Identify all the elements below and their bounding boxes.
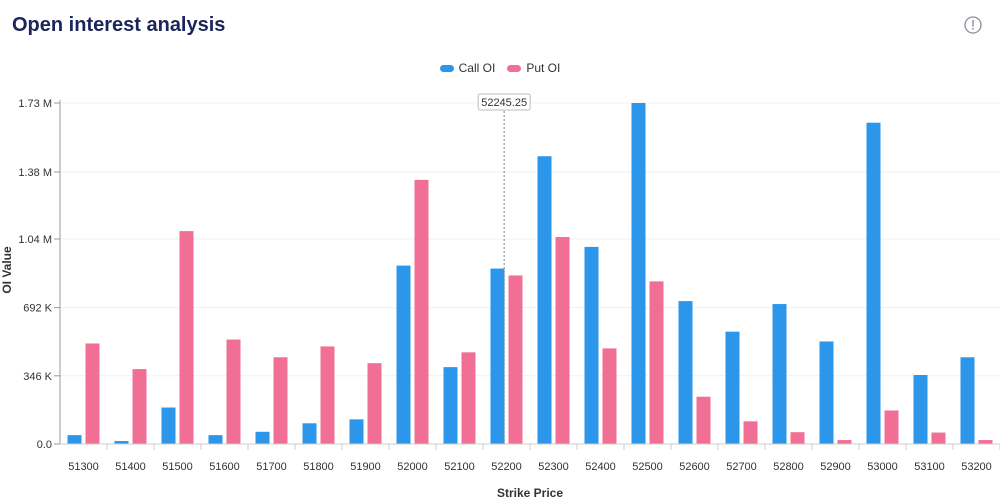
put-oi-bar-52600[interactable] [696, 396, 711, 444]
x-tick-label: 52500 [632, 461, 663, 473]
legend-item-put-oi[interactable]: Put OI [507, 61, 560, 75]
put-oi-bar-51400[interactable] [132, 369, 147, 444]
put-oi-bar-52400[interactable] [602, 348, 617, 444]
x-tick-label: 52000 [397, 461, 428, 473]
put-oi-bar-51800[interactable] [320, 346, 335, 444]
call-oi-bar-51500[interactable] [161, 407, 176, 444]
call-oi-bar-52400[interactable] [584, 246, 599, 444]
info-button[interactable] [964, 16, 982, 34]
put-oi-bar-52900[interactable] [837, 440, 852, 444]
x-tick-label: 52800 [773, 461, 804, 473]
legend-swatch-put [507, 64, 522, 72]
put-oi-bar-51700[interactable] [273, 357, 288, 444]
x-tick-label: 53100 [914, 461, 945, 473]
spot-price-label-box [477, 93, 531, 111]
call-oi-bar-51400[interactable] [114, 441, 129, 444]
x-axis-title: Strike Price [497, 486, 563, 500]
call-oi-bar-53200[interactable] [960, 357, 975, 444]
info-circle-icon [964, 16, 982, 34]
call-oi-bar-51800[interactable] [302, 423, 317, 444]
x-tick-label: 52100 [444, 461, 475, 473]
call-oi-bar-51900[interactable] [349, 419, 364, 444]
x-tick-label: 51500 [162, 461, 193, 473]
legend-item-call-oi[interactable]: Call OI [439, 61, 496, 75]
put-oi-bar-51500[interactable] [179, 231, 194, 444]
y-axis-title: OI Value [0, 246, 14, 294]
x-tick-label: 52600 [679, 461, 710, 473]
put-oi-bar-53100[interactable] [931, 432, 946, 444]
x-tick-label: 51600 [209, 461, 240, 473]
legend-label-call: Call OI [458, 61, 496, 75]
x-tick-label: 52200 [491, 461, 522, 473]
y-tick-label: 692 K [23, 303, 52, 315]
marker-layer: 52245.25 [477, 93, 531, 444]
axis-layer: 0.0 346 K 692 K 1.04 M 1.38 M 1.73 M 51300 5140… [18, 98, 1000, 473]
put-oi-bar-53200[interactable] [978, 440, 993, 444]
x-tick-label: 51300 [68, 461, 99, 473]
x-tick-label: 51900 [350, 461, 381, 473]
x-tick-label: 51800 [303, 461, 334, 473]
y-tick-label: 1.38 M [18, 167, 52, 179]
call-oi-bar-51300[interactable] [67, 435, 82, 444]
call-oi-bar-52100[interactable] [443, 367, 458, 444]
x-tick-label: 52700 [726, 461, 757, 473]
y-tick-label: 0.0 [37, 439, 52, 451]
x-tick-label: 52900 [820, 461, 851, 473]
y-tick-label: 346 K [23, 371, 52, 383]
put-oi-bar-52700[interactable] [743, 421, 758, 444]
y-tick-label: 1.73 M [18, 98, 52, 110]
x-tick-label: 51400 [115, 461, 146, 473]
legend-swatch-call [439, 64, 454, 72]
bars-layer [67, 103, 993, 444]
put-oi-bar-51600[interactable] [226, 339, 241, 444]
call-oi-bar-53000[interactable] [866, 122, 881, 444]
put-oi-bar-52500[interactable] [649, 281, 664, 444]
x-tick-label: 53200 [961, 461, 992, 473]
put-oi-bar-52100[interactable] [461, 352, 476, 444]
call-oi-bar-52600[interactable] [678, 301, 693, 444]
put-oi-bar-51300[interactable] [85, 343, 100, 444]
y-tick-label: 1.04 M [18, 234, 52, 246]
call-oi-bar-51600[interactable] [208, 435, 223, 444]
x-tick-label: 52400 [585, 461, 616, 473]
call-oi-bar-52300[interactable] [537, 156, 552, 444]
legend-label-put: Put OI [526, 61, 561, 75]
call-oi-bar-53100[interactable] [913, 375, 928, 444]
call-oi-bar-52200[interactable] [490, 268, 505, 444]
put-oi-bar-51900[interactable] [367, 363, 382, 444]
put-oi-bar-52800[interactable] [790, 432, 805, 444]
call-oi-bar-52500[interactable] [631, 103, 646, 444]
call-oi-bar-52900[interactable] [819, 341, 834, 444]
grid-layer [60, 102, 1000, 377]
put-oi-bar-52000[interactable] [414, 179, 429, 444]
x-tick-label: 51700 [256, 461, 287, 473]
call-oi-bar-51700[interactable] [255, 431, 270, 444]
chart-legend: Call OI Put OI [0, 61, 1000, 75]
x-tick-label: 53000 [867, 461, 898, 473]
call-oi-bar-52800[interactable] [772, 304, 787, 444]
call-oi-bar-52700[interactable] [725, 331, 740, 444]
put-oi-bar-52300[interactable] [555, 237, 570, 444]
put-oi-bar-53000[interactable] [884, 410, 899, 444]
call-oi-bar-52000[interactable] [396, 265, 411, 444]
x-tick-label: 52300 [538, 461, 569, 473]
page-title: Open interest analysis [12, 14, 226, 36]
put-oi-bar-52200[interactable] [508, 275, 523, 444]
spot-price-label: 52245.25 [481, 97, 527, 109]
